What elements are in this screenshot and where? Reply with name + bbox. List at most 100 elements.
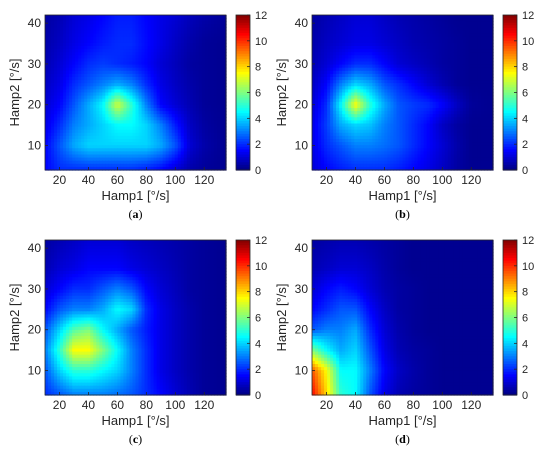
heatmap-cell — [102, 166, 106, 171]
heatmap-cell — [99, 42, 103, 47]
heatmap-cell — [408, 27, 413, 32]
heatmap-cell — [399, 80, 404, 84]
heatmap-cell — [462, 61, 467, 66]
heatmap-cell — [432, 61, 437, 66]
heatmap-cell — [99, 77, 103, 81]
heatmap-cell — [129, 30, 134, 35]
heatmap-cell — [165, 36, 170, 41]
heatmap-cell — [105, 108, 109, 112]
heatmap-cell — [480, 89, 485, 94]
heatmap-cell — [84, 89, 88, 94]
heatmap-cell — [138, 30, 143, 35]
heatmap-cell — [45, 80, 49, 84]
heatmap-cell — [204, 67, 209, 72]
heatmap-cell — [135, 111, 140, 115]
heatmap-cell — [138, 114, 143, 118]
heatmap-cell — [93, 163, 97, 168]
heatmap-cell — [348, 111, 352, 115]
heatmap-cell — [219, 132, 224, 137]
heatmap-cell — [96, 86, 100, 90]
heatmap-cell — [216, 86, 221, 90]
heatmap-cell — [117, 39, 122, 44]
heatmap-cell — [369, 111, 373, 115]
heatmap-cell — [177, 120, 182, 125]
heatmap-cell — [54, 148, 58, 152]
heatmap-cell — [102, 114, 106, 118]
heatmap-cell — [189, 61, 194, 66]
heatmap-cell — [396, 49, 401, 53]
heatmap-cell — [69, 58, 73, 63]
heatmap-cell — [126, 145, 131, 149]
heatmap-cell — [186, 83, 191, 87]
heatmap-cell — [192, 46, 197, 50]
heatmap-cell — [405, 39, 410, 44]
heatmap-cell — [414, 61, 419, 66]
heatmap-cell — [468, 73, 473, 78]
heatmap-cell — [219, 148, 224, 152]
heatmap-cell — [363, 77, 367, 81]
heatmap-cell — [366, 21, 370, 25]
heatmap-cell — [222, 15, 227, 19]
heatmap-cell — [189, 120, 194, 125]
heatmap-cell — [60, 123, 64, 128]
heatmap-cell — [381, 104, 385, 109]
heatmap-cell — [327, 55, 331, 59]
heatmap-cell — [102, 24, 106, 28]
heatmap-cell — [150, 70, 155, 75]
heatmap-cell — [78, 18, 82, 22]
heatmap-cell — [144, 42, 149, 47]
heatmap-cell — [462, 83, 467, 87]
heatmap-cell — [96, 120, 100, 125]
heatmap-cell — [69, 18, 73, 22]
heatmap-cell — [111, 117, 115, 121]
heatmap-cell — [87, 120, 91, 125]
heatmap-cell — [468, 67, 473, 72]
heatmap-cell — [213, 166, 218, 171]
heatmap-cell — [417, 52, 422, 56]
heatmap-cell — [186, 86, 191, 90]
heatmap-cell — [195, 166, 200, 171]
heatmap-cell — [93, 46, 97, 50]
heatmap-cell — [147, 98, 152, 103]
heatmap-cell — [396, 64, 401, 69]
heatmap-cell — [156, 46, 161, 50]
heatmap-cell — [393, 67, 398, 72]
heatmap-cell — [315, 46, 319, 50]
heatmap-cell — [162, 67, 167, 72]
heatmap-cell — [111, 139, 115, 143]
heatmap-cell — [402, 15, 407, 19]
heatmap-cell — [165, 126, 170, 131]
heatmap-cell — [126, 67, 131, 72]
heatmap-cell — [192, 24, 197, 28]
heatmap-cell — [111, 95, 115, 100]
heatmap-cell — [195, 142, 200, 146]
heatmap-cell — [372, 27, 376, 32]
heatmap-cell — [342, 98, 346, 103]
heatmap-cell — [384, 73, 389, 78]
heatmap-cell — [216, 21, 221, 25]
heatmap-cell — [84, 83, 88, 87]
heatmap-cell — [216, 80, 221, 84]
heatmap-cell — [171, 129, 176, 134]
heatmap-cell — [132, 145, 137, 149]
heatmap-cell — [372, 39, 376, 44]
heatmap-cell — [69, 120, 73, 125]
heatmap-cell — [423, 58, 428, 63]
heatmap-cell — [150, 117, 155, 121]
heatmap-cell — [363, 30, 367, 35]
heatmap-cell — [111, 30, 115, 35]
heatmap-cell — [447, 73, 452, 78]
heatmap-cell — [48, 46, 52, 50]
heatmap-cell — [96, 129, 100, 134]
heatmap-cell — [429, 49, 434, 53]
heatmap-cell — [405, 52, 410, 56]
colorbar-swatch — [236, 162, 250, 166]
heatmap-cell — [327, 39, 331, 44]
heatmap-cell — [402, 46, 407, 50]
heatmap-cell — [192, 86, 197, 90]
heatmap-cell — [354, 80, 358, 84]
heatmap-cell — [378, 21, 382, 25]
heatmap-cell — [72, 58, 76, 63]
heatmap-cell — [345, 77, 349, 81]
heatmap-cell — [129, 101, 134, 106]
